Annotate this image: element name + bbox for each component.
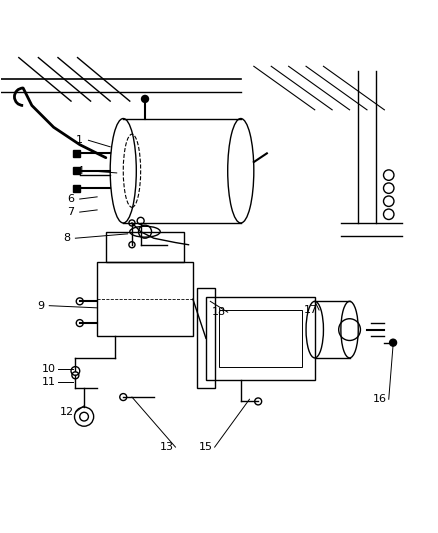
Text: 1: 1 <box>76 135 83 146</box>
Bar <box>219 310 302 367</box>
Text: 6: 6 <box>67 194 74 204</box>
Text: 18: 18 <box>212 307 226 317</box>
Text: 13: 13 <box>160 442 174 452</box>
Bar <box>73 150 80 157</box>
Text: 4: 4 <box>76 166 83 176</box>
Text: 7: 7 <box>67 207 74 217</box>
Circle shape <box>76 298 83 305</box>
Text: 11: 11 <box>42 377 56 387</box>
Circle shape <box>137 217 144 224</box>
Text: 16: 16 <box>373 394 387 404</box>
Text: 9: 9 <box>37 301 44 311</box>
Bar <box>106 232 184 262</box>
Bar <box>97 262 193 336</box>
Circle shape <box>129 220 135 226</box>
Text: 12: 12 <box>60 407 74 417</box>
Bar <box>73 184 80 192</box>
Circle shape <box>76 320 83 327</box>
Bar <box>73 167 80 174</box>
Text: 15: 15 <box>199 442 213 452</box>
Bar <box>206 297 315 379</box>
Text: 10: 10 <box>42 364 56 374</box>
Text: 17: 17 <box>304 305 318 315</box>
Circle shape <box>141 95 148 102</box>
Bar <box>197 288 215 389</box>
Text: 8: 8 <box>63 233 70 243</box>
Circle shape <box>390 339 396 346</box>
Circle shape <box>129 241 135 248</box>
